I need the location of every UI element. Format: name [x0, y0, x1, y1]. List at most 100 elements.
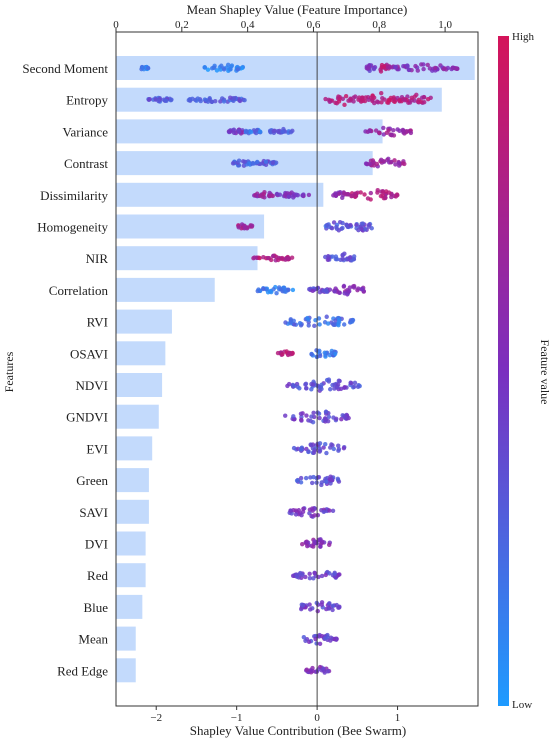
swarm-point: [372, 100, 377, 106]
swarm-point: [291, 414, 296, 419]
feature-label: SAVI: [79, 505, 108, 520]
swarm-point: [382, 195, 388, 201]
swarm-point: [315, 608, 320, 614]
swarm-point: [360, 98, 366, 104]
swarm-point: [306, 323, 311, 328]
swarm-point: [351, 285, 357, 290]
swarm-point: [354, 222, 359, 228]
swarm-point: [231, 130, 237, 135]
swarm-point: [318, 544, 323, 549]
swarm-point: [309, 352, 314, 357]
swarm-point: [337, 219, 343, 225]
swarm-point: [317, 289, 323, 295]
swarm-point: [355, 384, 361, 390]
swarm-point: [402, 161, 407, 167]
swarm-point: [311, 410, 316, 416]
mean-shap-bar: [116, 56, 475, 80]
swarm-point: [342, 102, 347, 108]
mean-shap-bar: [116, 658, 136, 683]
swarm-point: [319, 386, 324, 392]
swarm-point: [319, 602, 324, 607]
swarm-point: [212, 65, 217, 70]
swarm-point: [327, 387, 333, 392]
swarm-point: [298, 411, 304, 417]
swarm-point: [276, 129, 281, 135]
swarm-point: [298, 480, 304, 485]
swarm-point: [228, 67, 233, 72]
swarm-point: [307, 571, 312, 577]
swarm-point: [326, 606, 331, 611]
swarm-point: [360, 286, 365, 292]
swarm-point: [324, 479, 329, 485]
swarm-point: [314, 641, 319, 646]
swarm-point: [330, 443, 335, 448]
swarm-point: [237, 97, 242, 103]
swarm-point: [337, 572, 342, 577]
swarm-point: [334, 224, 339, 230]
mean-shap-bar: [116, 404, 159, 429]
swarm-point: [346, 98, 351, 103]
feature-label: RVI: [87, 315, 108, 330]
swarm-point: [379, 157, 384, 162]
swarm-point: [292, 322, 297, 327]
swarm-point: [341, 283, 347, 289]
plot-frame: [115, 31, 479, 707]
swarm-point: [257, 129, 263, 134]
swarm-point: [342, 414, 348, 420]
swarm-point: [329, 477, 334, 482]
swarm-point: [251, 161, 256, 166]
swarm-point: [373, 128, 379, 133]
feature-label: Homogeneity: [37, 220, 108, 235]
swarm-point: [294, 192, 299, 197]
feature-label: OSAVI: [70, 346, 108, 361]
feature-label: Entropy: [66, 93, 108, 108]
swarm-point: [294, 478, 300, 483]
swarm-point: [360, 221, 366, 226]
swarm-point: [332, 636, 337, 642]
swarm-point: [349, 381, 354, 386]
swarm-point: [314, 480, 319, 485]
swarm-point: [388, 160, 394, 165]
swarm-point: [368, 197, 373, 202]
swarm-point: [299, 417, 304, 423]
swarm-point: [353, 193, 359, 199]
swarm-point: [341, 322, 347, 327]
swarm-point: [326, 414, 332, 420]
mean-shap-bar: [116, 563, 146, 588]
swarm-point: [450, 65, 455, 70]
swarm-point: [293, 512, 299, 517]
swarm-point: [350, 317, 356, 323]
top-axis-tick-label: 0.6: [307, 19, 321, 31]
mean-shap-bar: [116, 626, 136, 651]
swarm-point: [351, 254, 357, 259]
swarm-point: [319, 382, 324, 387]
swarm-point: [352, 380, 358, 386]
swarm-point: [209, 99, 215, 105]
swarm-point: [331, 446, 336, 452]
swarm-point: [358, 190, 363, 195]
swarm-point: [432, 65, 438, 71]
swarm-point: [349, 194, 354, 199]
swarm-point: [419, 62, 424, 67]
bottom-axis-label: Shapley Value Contribution (Bee Swarm): [190, 723, 406, 738]
swarm-point: [415, 99, 421, 105]
swarm-point: [304, 386, 309, 391]
swarm-point: [237, 129, 242, 135]
swarm-point: [308, 418, 313, 424]
swarm-point: [298, 447, 304, 452]
feature-label: GNDVI: [66, 410, 108, 425]
swarm-point: [326, 256, 331, 261]
swarm-point: [286, 381, 292, 387]
swarm-point: [305, 543, 310, 549]
bottom-axis: −2 −1 0 1: [150, 706, 400, 724]
swarm-point: [334, 416, 339, 421]
swarm-point: [213, 98, 218, 104]
swarm-point: [353, 94, 358, 99]
swarm-point: [303, 638, 308, 643]
swarm-point: [317, 449, 322, 454]
swarm-point: [333, 254, 339, 259]
feature-label: Mean: [78, 632, 108, 647]
swarm-point: [286, 194, 292, 199]
swarm-point: [328, 481, 333, 486]
